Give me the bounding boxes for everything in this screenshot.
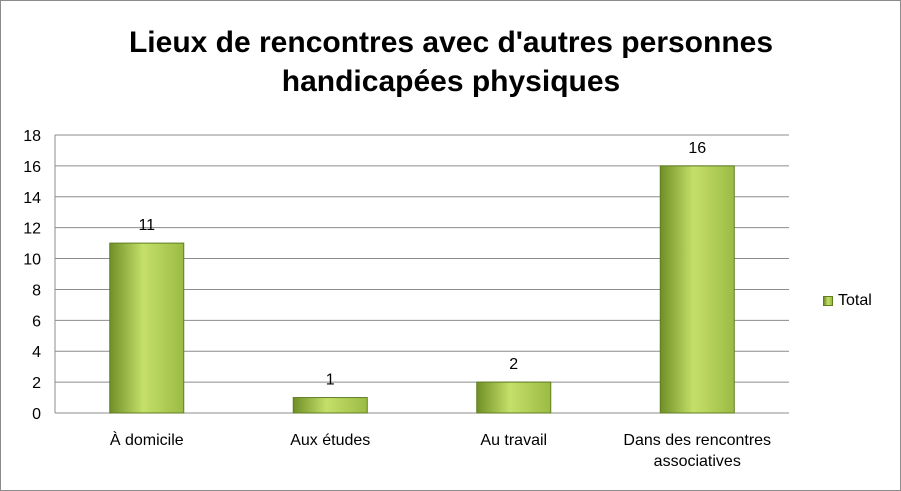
bar-3 (659, 165, 735, 414)
legend-swatch-total (823, 296, 833, 306)
y-tick-label: 12 (23, 221, 41, 238)
y-tick-label: 16 (23, 159, 41, 176)
data-label-1: 1 (326, 372, 335, 389)
chart-title-line-2: handicapées physiques (281, 65, 621, 98)
y-tick-label: 8 (32, 282, 41, 299)
y-tick-label: 4 (32, 344, 41, 361)
y-tick-label: 18 (23, 128, 41, 145)
legend-label-total: Total (838, 292, 872, 309)
y-tick-label: 0 (32, 406, 41, 423)
chart-title: Lieux de rencontres avec d'autres person… (41, 23, 861, 101)
x-tick-label: Dans des rencontres (623, 432, 771, 449)
x-tick-label: Au travail (480, 432, 547, 449)
y-tick-label: 2 (32, 375, 41, 392)
legend: Total (823, 292, 872, 310)
x-axis-tick-labels: À domicile Aux études Au travail Dans des r… (110, 430, 771, 470)
bar-0 (109, 242, 185, 414)
y-tick-label: 6 (32, 313, 41, 330)
x-tick-label: associatives (654, 453, 741, 470)
data-label-0: 11 (138, 217, 155, 234)
x-tick-label: Aux études (290, 432, 370, 449)
bars (109, 165, 735, 414)
data-label-2: 2 (509, 356, 518, 373)
chart-title-line-1: Lieux de rencontres avec d'autres person… (128, 26, 774, 59)
y-tick-label: 10 (23, 252, 41, 269)
bar-2 (476, 381, 552, 414)
x-tick-label: À domicile (110, 430, 184, 449)
bar-1 (292, 397, 368, 414)
y-tick-label: 14 (23, 190, 41, 207)
data-label-3: 16 (688, 140, 706, 157)
y-axis-tick-labels: 0 2 4 6 8 10 12 14 16 18 (23, 128, 41, 423)
